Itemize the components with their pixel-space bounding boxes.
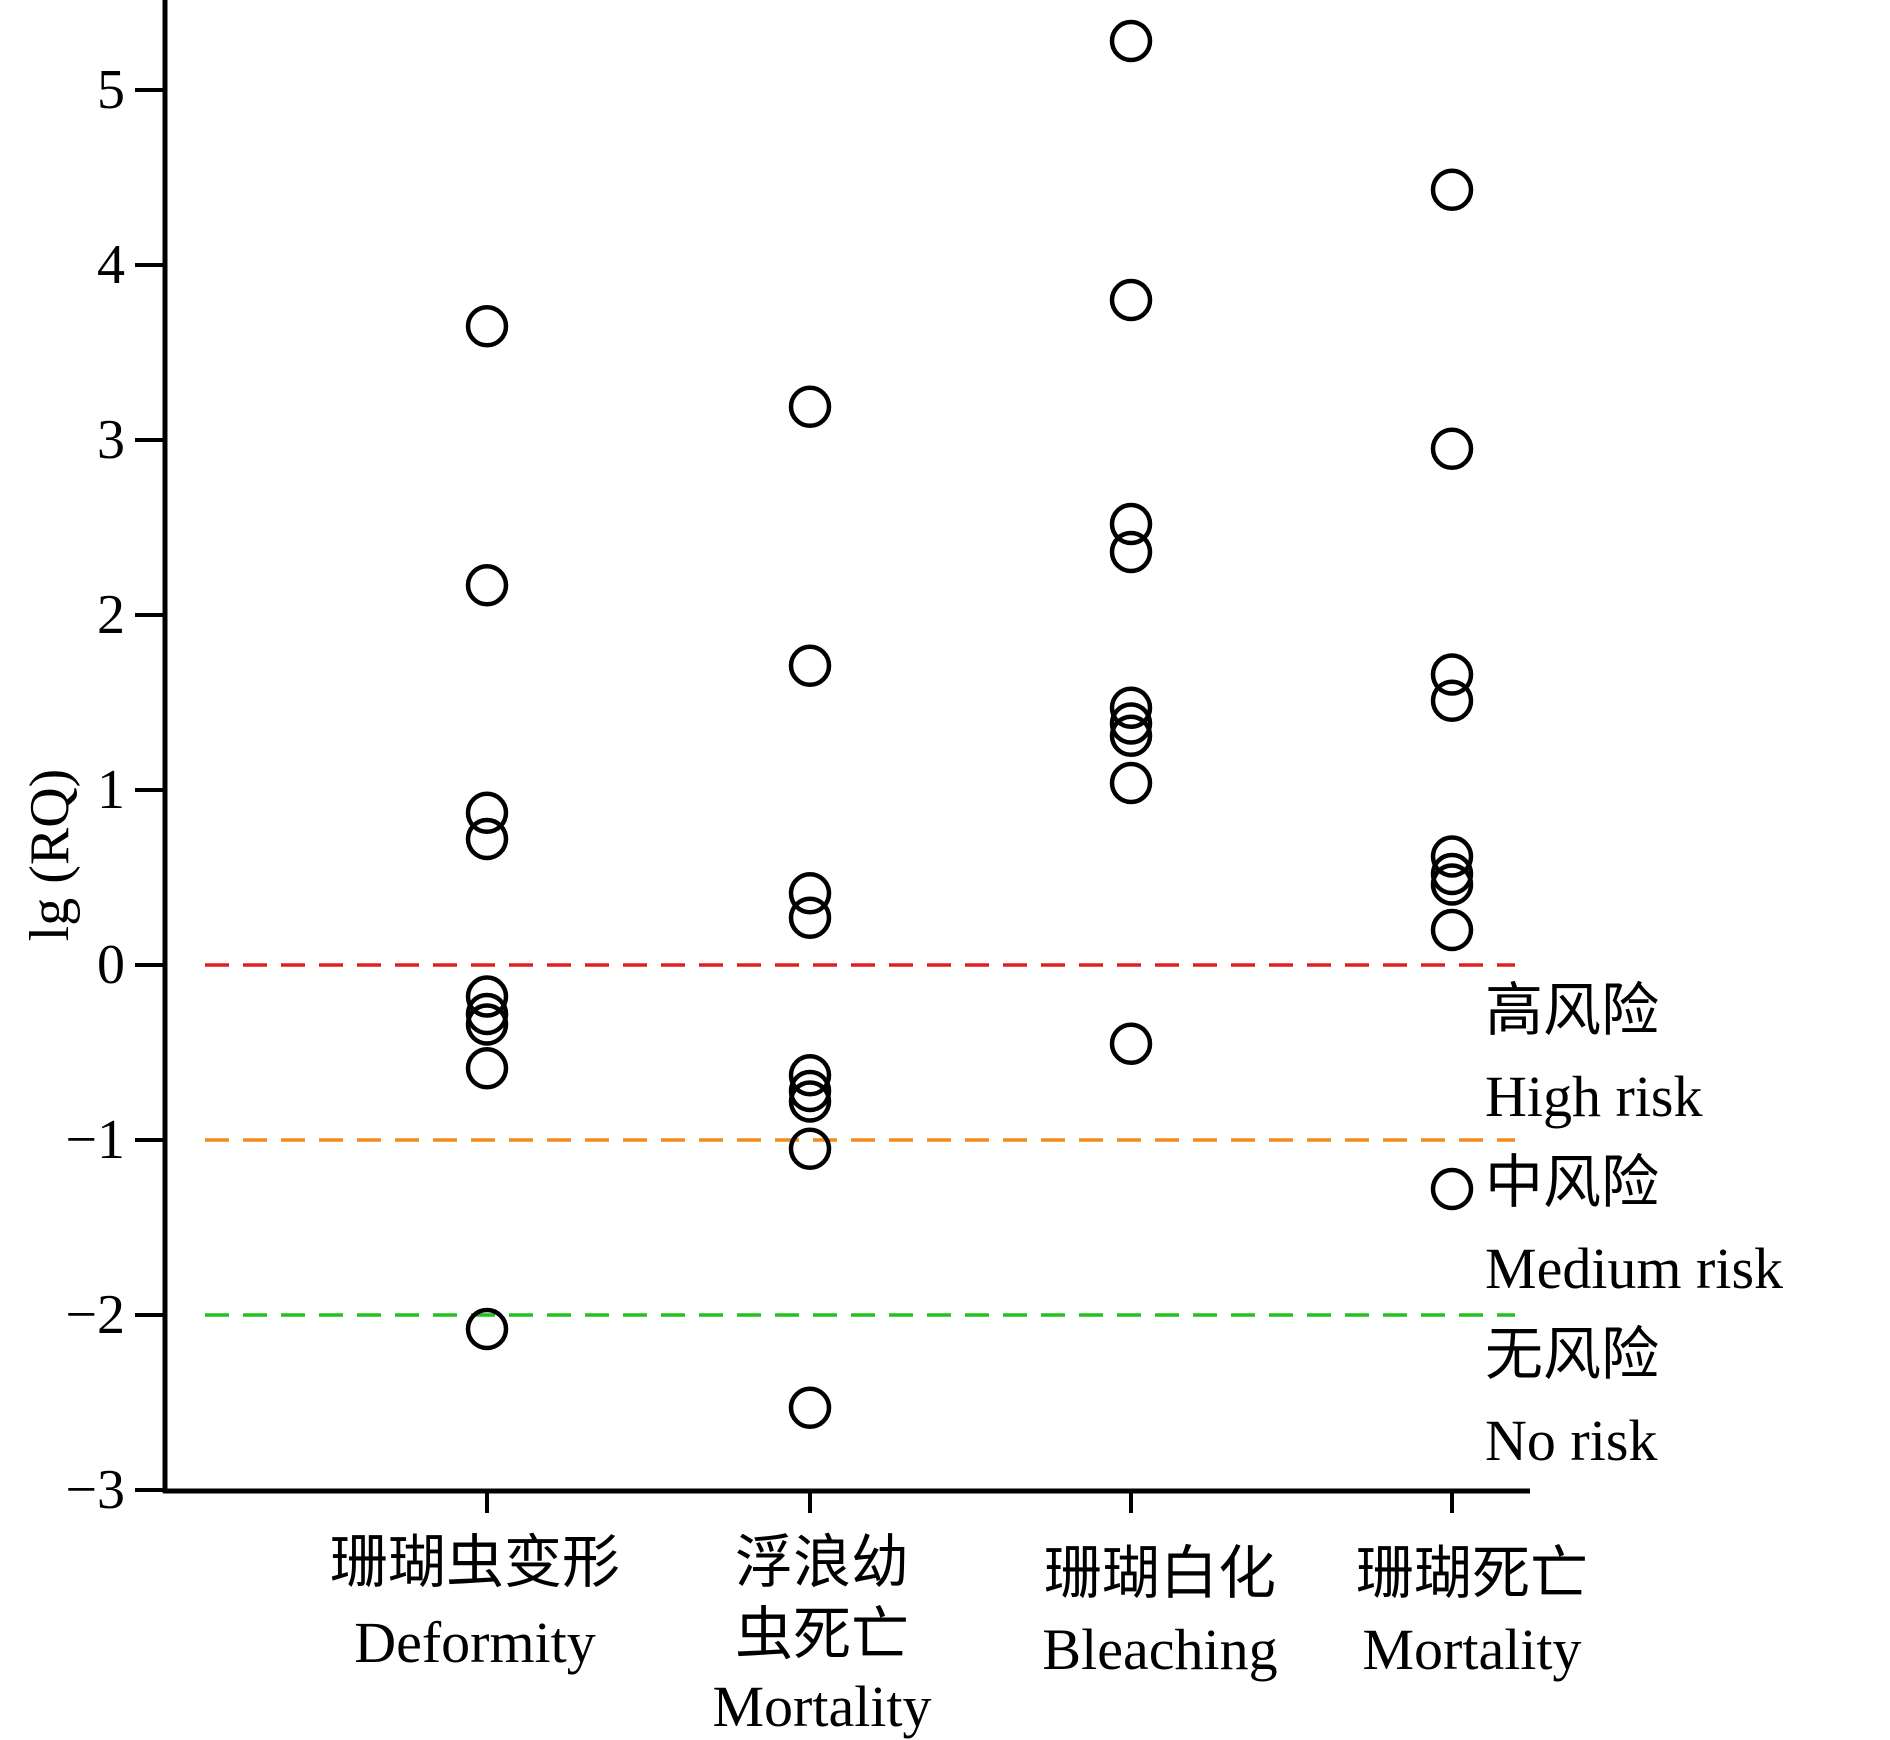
- data-points: [465, 19, 1474, 1429]
- point-2-0: [1109, 19, 1153, 63]
- threshold-lines: [205, 963, 1515, 1317]
- point-3-7: [1430, 908, 1474, 952]
- category-label-1-2: Mortality: [712, 1674, 931, 1739]
- category-label-2-0: 珊瑚白化: [1044, 1541, 1276, 1606]
- point-3-8: [1430, 1167, 1474, 1211]
- category-label-3-0: 珊瑚死亡: [1356, 1541, 1588, 1606]
- point-3-5: [1430, 852, 1474, 896]
- y-axis-ticks: 5 4 3 2 1 0 −1 −2 −3: [65, 59, 165, 1521]
- y-tick-label-8: −3: [65, 1459, 125, 1521]
- axes: [162, 0, 1530, 1494]
- point-0-1: [465, 564, 509, 607]
- point-2-3: [1109, 530, 1153, 574]
- point-1-0: [788, 385, 832, 428]
- point-2-8: [1109, 1022, 1153, 1065]
- y-tick-label-7: −2: [65, 1284, 125, 1346]
- point-1-5: [788, 1069, 832, 1113]
- point-3-0: [1430, 168, 1474, 211]
- y-tick-label-2: 3: [97, 409, 125, 471]
- zone-label-1-1: Medium risk: [1485, 1236, 1783, 1301]
- point-0-3: [465, 817, 509, 861]
- point-0-2: [465, 791, 509, 834]
- point-0-7: [465, 1047, 509, 1090]
- point-0-8: [465, 1307, 509, 1351]
- zone-label-2-1: No risk: [1485, 1408, 1657, 1473]
- y-tick-label-0: 5: [97, 59, 125, 121]
- risk-zone-labels: 高风险 High risk 中风险 Medium risk 无风险 No risk: [1485, 978, 1783, 1473]
- point-2-7: [1109, 761, 1153, 805]
- point-2-1: [1109, 278, 1153, 322]
- point-1-2: [788, 872, 832, 915]
- point-3-6: [1430, 863, 1474, 906]
- zone-label-1-0: 中风险: [1485, 1150, 1659, 1215]
- category-label-0-0: 珊瑚虫变形: [330, 1530, 620, 1595]
- point-2-5: [1109, 702, 1153, 745]
- x-axis-ticks: [485, 1491, 1454, 1513]
- category-label-1-1: 虫死亡: [735, 1602, 909, 1667]
- point-0-5: [465, 992, 509, 1036]
- point-3-3: [1430, 679, 1474, 722]
- y-tick-label-5: 0: [97, 934, 125, 996]
- y-axis-title: lg (RQ): [19, 769, 81, 942]
- point-1-4: [788, 1054, 832, 1097]
- category-label-2-1: Bleaching: [1042, 1617, 1277, 1682]
- category-label-3-1: Mortality: [1362, 1617, 1581, 1682]
- point-1-1: [788, 644, 832, 687]
- point-0-0: [465, 305, 509, 348]
- point-1-7: [788, 1127, 832, 1170]
- zone-label-0-0: 高风险: [1485, 978, 1659, 1043]
- point-3-1: [1430, 427, 1474, 470]
- y-tick-label-3: 2: [97, 584, 125, 646]
- category-label-1-0: 浮浪幼: [735, 1530, 909, 1595]
- y-tick-label-1: 4: [97, 234, 125, 296]
- zone-label-2-0: 无风险: [1485, 1322, 1659, 1387]
- y-tick-label-6: −1: [65, 1109, 125, 1171]
- point-3-2: [1430, 653, 1474, 696]
- point-2-6: [1109, 714, 1153, 757]
- point-2-2: [1109, 502, 1153, 546]
- point-3-4: [1430, 835, 1474, 878]
- point-2-4: [1109, 686, 1153, 729]
- category-label-0-1: Deformity: [354, 1610, 596, 1675]
- point-1-6: [788, 1080, 832, 1123]
- point-1-8: [788, 1386, 832, 1429]
- zone-label-0-1: High risk: [1485, 1064, 1703, 1129]
- point-1-3: [788, 896, 832, 939]
- point-0-6: [465, 1003, 509, 1046]
- point-0-4: [465, 975, 509, 1018]
- y-tick-label-4: 1: [97, 759, 125, 821]
